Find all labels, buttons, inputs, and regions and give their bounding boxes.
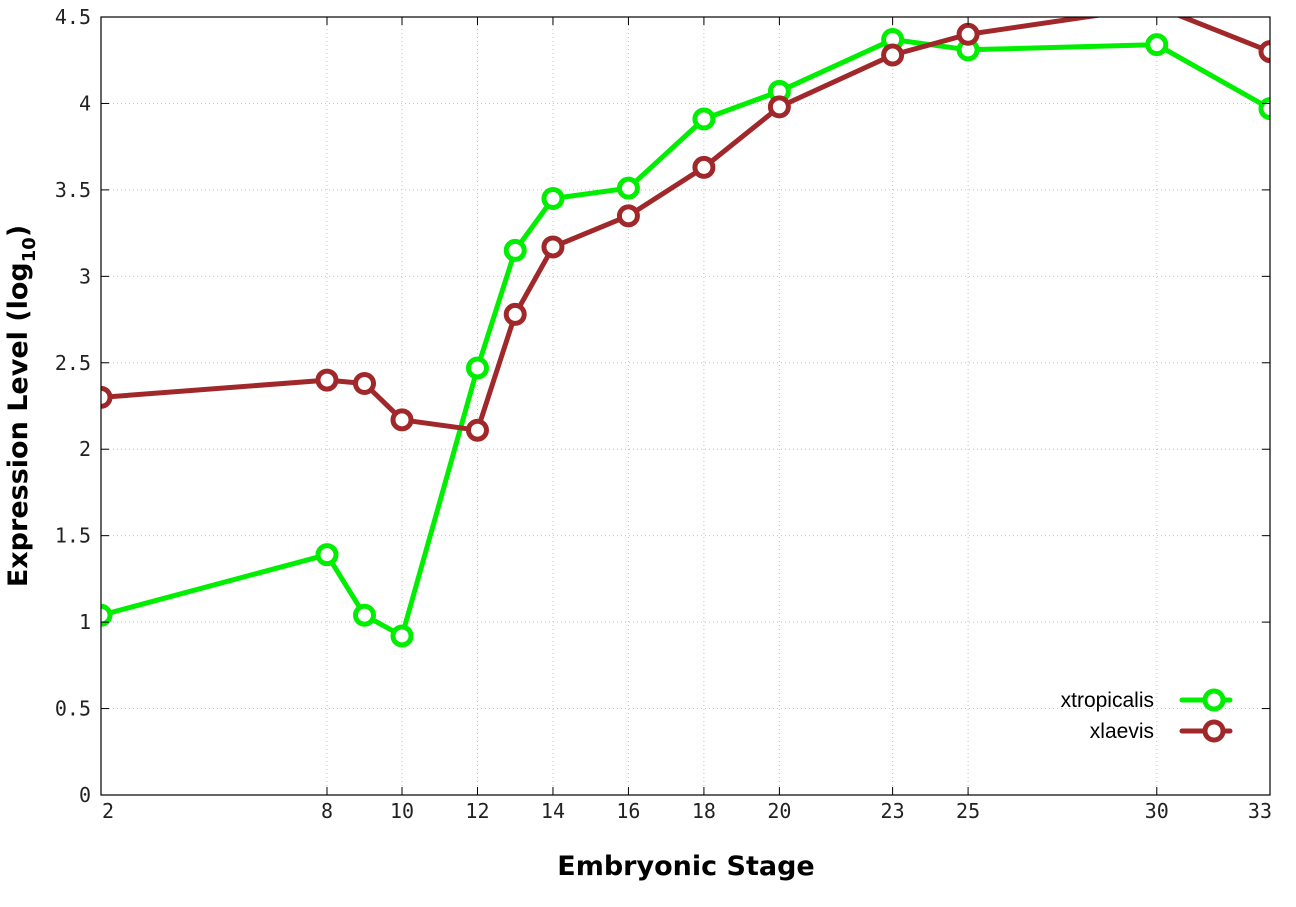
data-point-xtropicalis: [503, 238, 527, 262]
data-point-xlaevis: [541, 235, 565, 259]
x-tick-label: 14: [541, 799, 565, 823]
y-tick-label: 1.5: [55, 524, 91, 548]
y-axis-title: Expression Level (log10): [3, 225, 40, 587]
y-axis-title-main: Expression Level (log: [3, 262, 34, 587]
data-point-xlaevis: [465, 418, 489, 442]
data-point-xlaevis: [390, 408, 414, 432]
x-tick-label: 16: [616, 799, 640, 823]
y-tick-label: 3: [79, 264, 91, 288]
x-tick-label: 8: [321, 799, 333, 823]
data-point-xtropicalis: [1258, 97, 1270, 121]
series-clip-group: [101, 17, 1270, 648]
x-tick-label: 33: [1248, 799, 1272, 823]
data-point-xlaevis: [692, 155, 716, 179]
y-tick-label: 0: [79, 783, 91, 807]
data-point-xtropicalis: [616, 176, 640, 200]
axes: [100, 16, 1271, 796]
x-tick-label: 12: [465, 799, 489, 823]
y-axis-title-subscript: 10: [19, 237, 40, 262]
y-tick-label: 4: [79, 91, 91, 115]
legend: xtropicalis xlaevis: [1061, 688, 1233, 743]
data-point-xtropicalis: [390, 624, 414, 648]
data-point-xtropicalis: [541, 187, 565, 211]
data-point-xtropicalis: [315, 543, 339, 567]
plot-frame: [100, 16, 1271, 796]
x-axis-title: Embryonic Stage: [557, 851, 814, 882]
data-point-xlaevis: [616, 204, 640, 228]
y-tick-label: 1: [79, 610, 91, 634]
x-tick-label: 20: [767, 799, 791, 823]
data-point-xlaevis: [881, 43, 905, 67]
data-point-xtropicalis: [692, 107, 716, 131]
x-tick-label: 18: [692, 799, 716, 823]
x-tick-label: 2: [102, 799, 114, 823]
data-point-xtropicalis: [1145, 33, 1169, 57]
data-point-xtropicalis: [353, 603, 376, 627]
data-point-xlaevis: [503, 302, 527, 326]
legend-swatch-marker-xlaevis: [1202, 719, 1226, 743]
data-point-xlaevis: [767, 95, 791, 119]
y-tick-label: 2: [79, 437, 91, 461]
data-point-xtropicalis: [101, 603, 113, 627]
legend-label-xlaevis: xlaevis: [1090, 720, 1154, 743]
data-point-xlaevis: [1258, 40, 1270, 64]
data-point-xlaevis: [353, 372, 376, 396]
data-point-xlaevis: [956, 22, 980, 46]
legend-label-xtropicalis: xtropicalis: [1061, 689, 1154, 712]
data-point-xlaevis: [101, 385, 113, 409]
data-point-xlaevis: [315, 368, 339, 392]
y-axis-title-close: ): [3, 225, 34, 237]
data-point-xtropicalis: [465, 356, 489, 380]
x-tick-label: 23: [881, 799, 905, 823]
y-tick-label: 2.5: [55, 351, 91, 375]
grid: [101, 17, 1270, 795]
x-tick-label: 25: [956, 799, 980, 823]
x-tick-label: 10: [390, 799, 414, 823]
y-tick-label: 0.5: [55, 697, 91, 721]
x-tick-label: 30: [1145, 799, 1169, 823]
y-tick-label: 4.5: [55, 5, 91, 29]
tick-labels: 0 0.5 1 1.5 2 2.5 3 3.5 4 4.5 2 8 10 12 14 16 18 20 23 25 30…: [55, 5, 1272, 823]
legend-swatch-marker-xtropicalis: [1202, 688, 1226, 712]
y-tick-label: 3.5: [55, 178, 91, 202]
series-lines: [101, 17, 1270, 648]
